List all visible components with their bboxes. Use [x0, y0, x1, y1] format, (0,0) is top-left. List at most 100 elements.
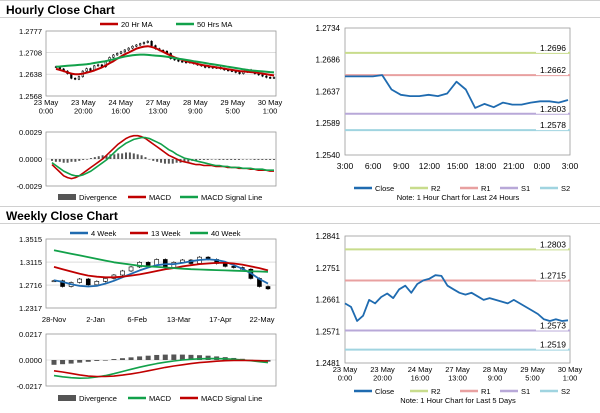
hourly-close-24h-xtick-6: 21:00 — [503, 161, 525, 171]
hourly-macd-divergence-bar — [249, 159, 252, 160]
hourly-macd-divergence-bar — [214, 159, 217, 160]
weekly-macd-divergence-bar — [119, 358, 125, 360]
hourly-close-24h-xtick-7: 0:00 — [534, 161, 551, 171]
weekly-price-candle-body — [60, 280, 65, 287]
hourly-price-candle-body — [265, 75, 268, 78]
hourly-macd-divergence-bar — [136, 154, 139, 159]
hourly-macd-divergence-bar — [117, 153, 120, 159]
hourly-macd-legend-signal-label: MACD Signal Line — [201, 193, 262, 202]
hourly-macd-divergence-bar — [148, 159, 151, 160]
hourly-macd-divergence-bar — [241, 159, 244, 160]
weekly-macd-divergence-bar — [77, 360, 83, 363]
weekly-price-line-13-week — [53, 262, 269, 279]
hourly-macd-divergence-bar — [187, 159, 190, 162]
weekly-close-hourly-xtick-3: 27 May 13:00 — [445, 365, 470, 383]
weekly-close-hourly-ytick-3: 1.2571 — [316, 327, 341, 336]
weekly-close-hourly-xtick-6: 30 May 1:00 — [558, 365, 583, 383]
weekly-macd-divergence-bar — [197, 355, 203, 360]
hourly-price-candle-body — [142, 42, 146, 45]
weekly-price-candle-body — [77, 278, 82, 283]
hourly-macd-divergence-bar — [66, 159, 69, 163]
hourly-price-candle-body — [238, 72, 241, 74]
weekly-close-hourly-level-label-bg-r2 — [536, 239, 568, 250]
hourly-macd-divergence-bar — [253, 159, 256, 160]
weekly-price-ytick-1: 1.3115 — [20, 258, 42, 267]
hourly-macd-divergence-bar — [113, 154, 116, 159]
hourly-macd-divergence-bar — [101, 155, 104, 159]
weekly-macd-divergence-bar — [111, 359, 117, 360]
hourly-price-xtick-2: 24 May 16:00 — [108, 98, 133, 116]
weekly-macd-divergence-bar — [137, 356, 143, 360]
hourly-macd-divergence-bar — [125, 152, 127, 159]
hourly-price-candle-body — [77, 76, 81, 80]
weekly-price-xtick-2: 6-Feb — [127, 315, 147, 324]
hourly-macd-divergence-bar — [234, 159, 237, 160]
weekly-macd-divergence-bar — [94, 360, 100, 361]
hourly-macd-divergence-bar — [206, 159, 209, 160]
hourly-close-24h-legend-r1-label: R1 — [481, 184, 491, 193]
weekly-price-candle-body — [265, 286, 271, 290]
weekly-close-hourly-legend-close-label: Close — [375, 387, 394, 396]
hourly-price-xtick-6: 30 May 1:00 — [258, 98, 283, 116]
weekly-macd-line-macd — [53, 357, 269, 380]
weekly-close-hourly-ytick-4: 1.2481 — [316, 359, 341, 368]
hourly-close-24h-chart: 1.2696 1.2662 1.2603 1.2578 1.2734 1.2686 1.26… — [316, 24, 579, 202]
weekly-close-hourly-level-label-bg-r1 — [536, 270, 568, 281]
hourly-macd-legend-divergence-swatch — [58, 194, 76, 200]
hourly-macd-divergence-bar — [257, 159, 260, 160]
hourly-macd-divergence-bar — [167, 159, 170, 164]
hourly-macd-divergence-bar — [273, 159, 275, 160]
weekly-price-legend-13-week-label: 13 Week — [151, 229, 181, 238]
hourly-price-candle-body — [119, 51, 123, 54]
hourly-macd-divergence-bar — [97, 156, 100, 159]
hourly-macd-divergence-bar — [144, 157, 147, 159]
weekly-close-hourly-frame — [344, 235, 571, 364]
hourly-close-24h-ytick-3: 1.2589 — [316, 119, 341, 128]
hourly-macd-divergence-bar — [183, 159, 186, 162]
hourly-macd-divergence-bar — [121, 153, 124, 159]
weekly-macd-divergence-bar — [51, 360, 57, 365]
weekly-macd-legend-signal-label: MACD Signal Line — [201, 394, 262, 403]
weekly-price-line-40-week — [53, 249, 269, 273]
hourly-price-line-20hr-ma — [55, 45, 275, 77]
weekly-close-hourly-chart: 1.2803 1.2715 1.2573 1.2519 1.2841 1.2751 1.26… — [316, 232, 583, 405]
hourly-macd-line-signal — [51, 136, 274, 177]
hourly-macd-divergence-bar — [70, 159, 73, 162]
hourly-macd-divergence-bar — [62, 159, 65, 163]
hourly-macd-divergence-bar — [210, 159, 213, 160]
hourly-price-candle-body — [96, 64, 100, 67]
hourly-section-title: Hourly Close Chart — [0, 0, 600, 18]
hourly-macd-chart: 0.0029 0.0000 -0.0029 Divergence MACD MACD Si… — [17, 128, 277, 202]
weekly-close-hourly-level-label-s1: 1.2573 — [540, 321, 566, 331]
hourly-macd-legend-divergence-label: Divergence — [79, 193, 117, 202]
hourly-macd-divergence-bar — [218, 159, 221, 160]
weekly-close-hourly-level-label-bg-s1 — [536, 320, 568, 331]
weekly-macd-ytick-1: 0.0000 — [19, 356, 42, 365]
hourly-price-candle-body — [74, 77, 77, 80]
weekly-close-hourly-ytick-2: 1.2661 — [316, 296, 341, 305]
weekly-price-candle-body — [85, 278, 91, 286]
weekly-price-ytick-3: 1.2317 — [19, 304, 42, 313]
weekly-macd-divergence-bar — [188, 354, 194, 360]
hourly-macd-divergence-bar — [202, 159, 205, 160]
hourly-macd-divergence-bar — [74, 159, 77, 162]
weekly-close-hourly-level-label-bg-s2 — [536, 339, 568, 350]
hourly-close-24h-level-label-bg-s1 — [536, 103, 568, 114]
hourly-price-candle-body — [139, 43, 142, 46]
weekly-macd-divergence-bar — [60, 360, 66, 365]
hourly-macd-divergence-bar — [245, 159, 248, 160]
hourly-close-24h-line-close — [345, 74, 569, 109]
hourly-macd-divergence-bar — [105, 155, 108, 159]
weekly-macd-divergence-bar — [85, 360, 91, 362]
hourly-macd-ytick-0: 0.0029 — [19, 128, 42, 137]
hourly-close-24h-xtick-0: 3:00 — [337, 161, 354, 171]
weekly-close-hourly-legend-r1-label: R1 — [481, 387, 491, 396]
weekly-price-candle-body — [145, 262, 151, 266]
weekly-close-hourly-ytick-0: 1.2841 — [316, 232, 341, 241]
hourly-close-24h-ytick-4: 1.2540 — [316, 151, 341, 160]
hourly-close-24h-level-label-bg-r2 — [536, 42, 568, 53]
hourly-macd-divergence-bar — [222, 159, 225, 160]
weekly-macd-chart: 0.0217 0.0000 -0.0217 Divergence MACD MACD Si… — [17, 332, 277, 403]
